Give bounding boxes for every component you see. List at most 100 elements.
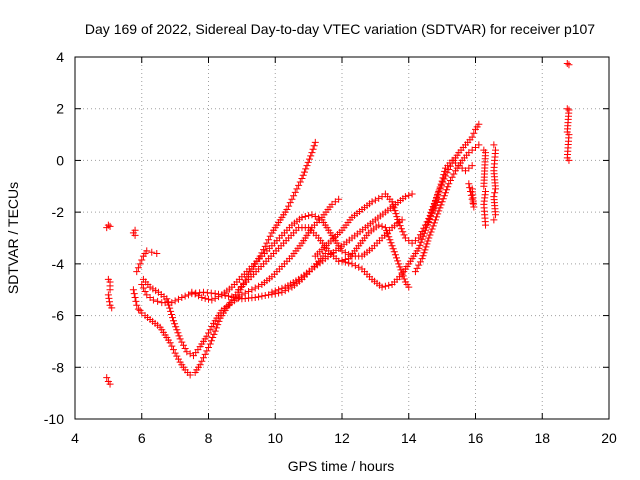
data-point — [285, 202, 293, 210]
data-point — [432, 195, 440, 203]
data-point — [438, 198, 446, 206]
data-point — [268, 288, 276, 296]
data-point — [293, 185, 301, 193]
data-point — [143, 247, 151, 255]
data-point — [285, 285, 293, 293]
data-point — [393, 254, 401, 262]
data-point — [186, 371, 194, 379]
data-point — [441, 189, 449, 197]
data-point — [168, 342, 176, 350]
data-point — [206, 340, 214, 348]
data-point — [214, 321, 222, 329]
data-point — [429, 222, 437, 230]
data-point — [304, 158, 312, 166]
data-point — [275, 286, 283, 294]
x-tick-label: 8 — [205, 430, 213, 446]
data-point — [394, 216, 402, 224]
data-point — [425, 218, 433, 226]
data-series — [129, 226, 139, 239]
data-point — [437, 201, 445, 209]
data-point — [201, 350, 209, 358]
data-point — [399, 228, 407, 236]
data-point — [176, 335, 184, 343]
x-tick-label: 6 — [138, 430, 146, 446]
data-point — [211, 327, 219, 335]
data-point — [338, 257, 346, 265]
y-tick-label: -10 — [44, 411, 64, 427]
data-point — [475, 141, 483, 149]
data-point — [261, 292, 269, 300]
data-point — [381, 282, 389, 290]
data-point — [171, 297, 179, 305]
data-point — [351, 262, 359, 270]
data-point — [251, 284, 259, 292]
data-point — [171, 320, 179, 328]
data-point — [283, 206, 291, 214]
data-point — [433, 192, 441, 200]
data-point — [168, 310, 176, 318]
data-point — [296, 178, 304, 186]
data-point — [238, 282, 246, 290]
data-point — [491, 189, 499, 197]
data-point — [265, 236, 273, 244]
data-point — [418, 255, 426, 263]
data-point — [196, 361, 204, 369]
plot-frame — [74, 56, 610, 420]
data-point — [465, 180, 473, 188]
data-point — [422, 223, 430, 231]
data-point — [131, 231, 139, 239]
data-point — [433, 213, 441, 221]
y-tick-label: 0 — [56, 152, 64, 168]
data-point — [383, 227, 390, 235]
data-point — [490, 141, 498, 149]
data-point — [174, 329, 182, 337]
data-point — [131, 293, 139, 301]
data-point — [207, 337, 215, 345]
data-point — [295, 181, 303, 189]
data-series — [103, 374, 114, 388]
data-series — [465, 180, 478, 211]
data-point — [385, 281, 393, 289]
data-point — [315, 214, 323, 222]
data-point — [427, 213, 435, 221]
data-point — [288, 195, 296, 203]
data-point — [203, 332, 211, 340]
data-points — [103, 59, 573, 388]
data-point — [129, 286, 137, 294]
data-point — [245, 287, 253, 295]
data-point — [188, 288, 196, 296]
data-point — [165, 301, 173, 309]
data-point — [415, 261, 423, 269]
x-tick-label: 4 — [71, 430, 79, 446]
data-point — [565, 61, 573, 69]
data-point — [401, 193, 409, 201]
data-point — [153, 250, 161, 258]
data-point — [395, 260, 403, 268]
data-point — [194, 292, 202, 300]
data-point — [563, 59, 571, 67]
data-point — [405, 283, 413, 291]
x-tick-label: 16 — [468, 430, 484, 446]
data-point — [441, 167, 449, 175]
data-point — [390, 204, 398, 212]
data-point — [391, 207, 399, 215]
data-point — [391, 251, 399, 259]
data-series — [188, 211, 406, 304]
data-point — [205, 343, 212, 351]
data-point — [209, 334, 217, 342]
data-point — [435, 207, 443, 215]
data-point — [302, 165, 310, 173]
data-point — [388, 198, 396, 206]
data-point — [427, 228, 435, 236]
data-point — [384, 230, 392, 238]
data-point — [421, 226, 429, 234]
data-point — [430, 201, 438, 209]
data-point — [104, 221, 112, 229]
data-point — [389, 201, 397, 209]
data-point — [311, 212, 319, 220]
data-series — [563, 59, 573, 164]
data-point — [468, 185, 476, 193]
data-point — [437, 180, 445, 188]
data-point — [291, 188, 299, 196]
data-point — [396, 263, 404, 271]
